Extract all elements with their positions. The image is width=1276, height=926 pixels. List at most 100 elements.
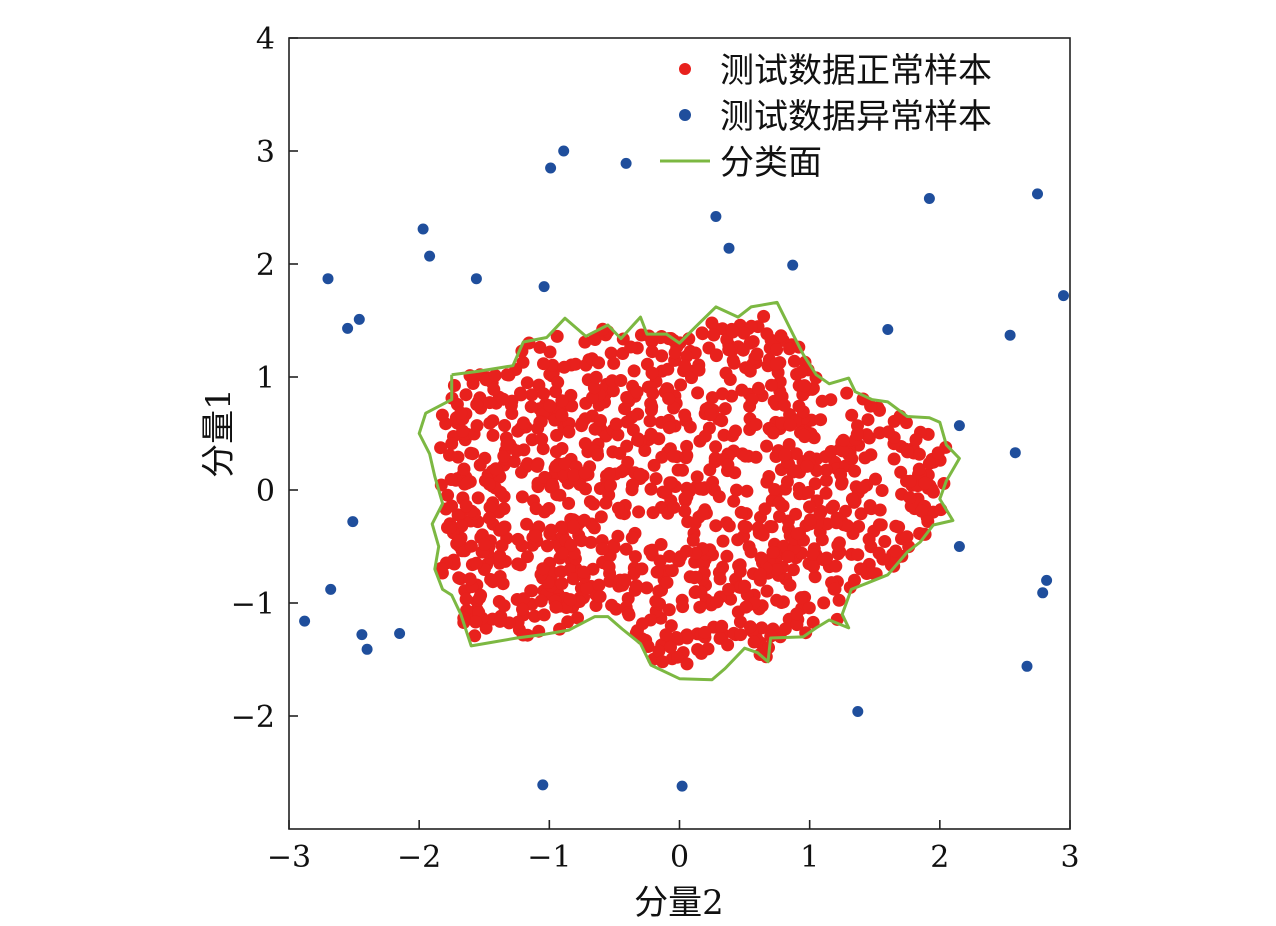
- normal-sample-point: [850, 427, 864, 441]
- normal-sample-point: [710, 348, 723, 362]
- x-tick-label: 3: [1060, 840, 1079, 875]
- normal-sample-point: [734, 628, 748, 642]
- normal-sample-point: [452, 571, 466, 585]
- normal-sample-point: [737, 326, 751, 340]
- normal-sample-point: [587, 497, 600, 511]
- normal-sample-point: [459, 499, 473, 513]
- normal-sample-point: [738, 449, 752, 463]
- normal-sample-point: [792, 399, 806, 413]
- normal-sample-point: [567, 519, 581, 533]
- normal-sample-point: [620, 439, 634, 453]
- normal-sample-point: [569, 357, 583, 371]
- normal-sample-point: [514, 388, 528, 402]
- normal-sample-point: [577, 513, 591, 527]
- normal-sample-point: [533, 340, 547, 354]
- normal-sample-point: [766, 545, 780, 559]
- normal-sample-point: [649, 472, 663, 486]
- normal-sample-point: [854, 562, 867, 576]
- normal-sample-point: [834, 477, 848, 491]
- normal-sample-point: [783, 418, 797, 432]
- normal-sample-point: [659, 628, 673, 642]
- normal-sample-point: [602, 560, 616, 574]
- normal-sample-point: [451, 450, 465, 464]
- y-tick-label: 2: [256, 248, 275, 283]
- normal-sample-point: [516, 628, 530, 642]
- axes-frame: [288, 37, 1071, 830]
- normal-sample-point: [536, 562, 550, 576]
- normal-sample-point: [770, 593, 784, 607]
- normal-sample-point: [626, 478, 639, 492]
- normal-sample-point: [705, 391, 719, 405]
- normal-sample-point: [696, 507, 710, 521]
- normal-sample-point: [668, 346, 682, 360]
- normal-sample-point: [464, 539, 478, 553]
- normal-sample-point: [856, 481, 870, 495]
- normal-sample-point: [729, 424, 742, 438]
- normal-sample-point: [604, 478, 617, 492]
- normal-sample-point: [739, 520, 753, 534]
- normal-sample-point: [636, 617, 649, 631]
- normal-sample-point: [521, 457, 534, 471]
- normal-sample-point: [807, 431, 821, 445]
- normal-sample-point: [770, 343, 784, 357]
- normal-sample-point: [845, 492, 859, 506]
- normal-sample-point: [794, 591, 808, 605]
- normal-sample-point: [698, 429, 712, 443]
- normal-sample-point: [555, 408, 569, 422]
- normal-sample-point: [604, 346, 618, 360]
- normal-sample-point: [869, 472, 882, 486]
- normal-sample-point: [730, 483, 743, 497]
- normal-sample-point: [753, 567, 767, 581]
- normal-sample-point: [831, 538, 845, 552]
- normal-sample-point: [686, 533, 700, 547]
- normal-sample-point: [528, 609, 542, 623]
- normal-sample-point: [575, 534, 588, 548]
- normal-sample-point: [802, 485, 815, 499]
- normal-sample-point: [769, 357, 783, 371]
- normal-sample-point: [900, 530, 914, 544]
- normal-sample-point: [740, 484, 754, 498]
- normal-sample-point: [488, 369, 502, 382]
- y-tick-label: −2: [231, 700, 275, 735]
- normal-sample-point: [887, 452, 901, 466]
- normal-sample-point: [435, 408, 449, 422]
- normal-sample-point: [788, 464, 802, 478]
- normal-sample-point: [688, 586, 702, 599]
- normal-sample-point: [680, 490, 694, 504]
- normal-sample-point: [496, 577, 510, 591]
- normal-sample-point: [530, 459, 544, 473]
- legend-anomaly-label: 测试数据异常样本: [720, 97, 992, 137]
- normal-sample-point: [820, 517, 834, 531]
- normal-sample-point: [819, 486, 833, 500]
- normal-sample-point: [768, 483, 782, 496]
- normal-sample-point: [756, 528, 770, 542]
- normal-sample-point: [674, 378, 688, 392]
- normal-sample-point: [653, 554, 667, 568]
- normal-sample-point: [808, 570, 822, 584]
- normal-sample-point: [678, 504, 692, 518]
- anomaly-sample-point: [322, 273, 334, 285]
- normal-sample-point: [483, 396, 497, 410]
- normal-sample-point: [456, 424, 470, 438]
- normal-sample-point: [903, 474, 917, 488]
- normal-sample-point: [605, 598, 619, 612]
- legend-normal-label: 测试数据正常样本: [720, 51, 992, 91]
- normal-sample-point: [696, 327, 710, 341]
- normal-sample-point: [680, 657, 694, 671]
- normal-sample-point: [660, 576, 674, 589]
- normal-sample-point: [692, 363, 706, 377]
- normal-sample-point: [628, 550, 642, 564]
- normal-sample-point: [620, 391, 634, 404]
- normal-sample-point: [644, 427, 658, 441]
- normal-sample-point: [645, 345, 659, 359]
- normal-sample-point: [709, 440, 723, 454]
- normal-sample-point: [645, 366, 659, 380]
- normal-sample-point: [525, 388, 539, 402]
- normal-sample-point: [845, 408, 859, 422]
- anomaly-sample-point: [417, 223, 429, 235]
- normal-sample-point: [760, 327, 774, 341]
- normal-sample-point: [629, 579, 643, 593]
- normal-sample-point: [635, 562, 649, 576]
- normal-sample-point: [650, 565, 664, 579]
- normal-sample-point: [843, 580, 857, 594]
